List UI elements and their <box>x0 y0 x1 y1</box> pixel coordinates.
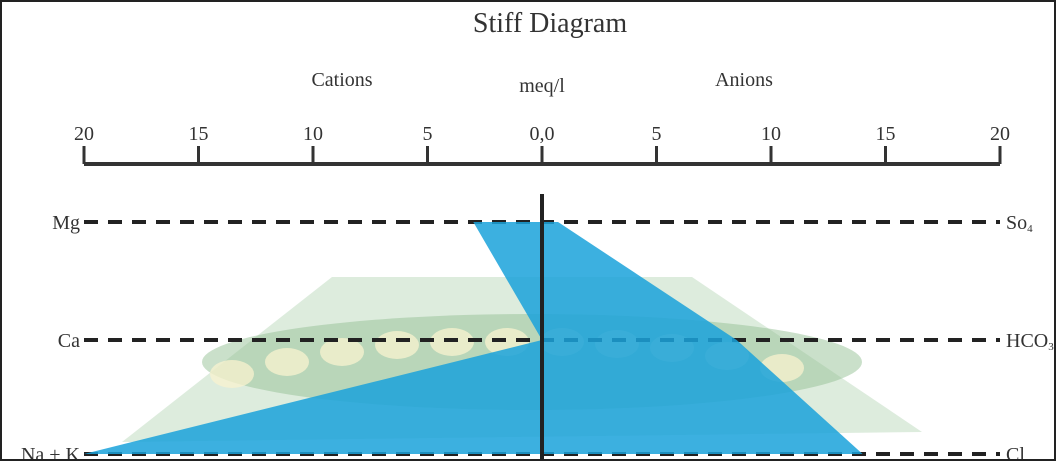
unit-label: meq/l <box>519 75 565 97</box>
cation-label: Mg <box>52 212 80 234</box>
axis-tick-label: 5 <box>652 123 662 145</box>
stiff-polygon <box>84 222 863 454</box>
axis-tick-label: 15 <box>876 123 896 145</box>
anion-subscript: 4 <box>1027 223 1033 235</box>
axis-tick-label: 10 <box>303 123 323 145</box>
anion-subscript: 3 <box>1048 341 1054 353</box>
axis-tick-label: 20 <box>990 123 1010 145</box>
value-axis: 20 15 10 5 0,0 5 10 15 20 <box>74 123 1010 166</box>
axis-tick-label: 0,0 <box>530 123 555 145</box>
cations-header: Cations <box>311 69 372 91</box>
axis-tick-label: 10 <box>761 123 781 145</box>
axis-tick-label: 15 <box>189 123 209 145</box>
cation-label: Ca <box>58 330 80 352</box>
anion-label: So4 <box>1006 212 1033 235</box>
anions-header: Anions <box>715 69 773 91</box>
anion-label: Cl <box>1006 444 1025 459</box>
cation-label: Na + K <box>21 444 81 459</box>
axis-tick-label: 20 <box>74 123 94 145</box>
chart-title: Stiff Diagram <box>473 8 627 39</box>
anion-label: HCO3 <box>1006 330 1054 353</box>
axis-tick-label: 5 <box>423 123 433 145</box>
